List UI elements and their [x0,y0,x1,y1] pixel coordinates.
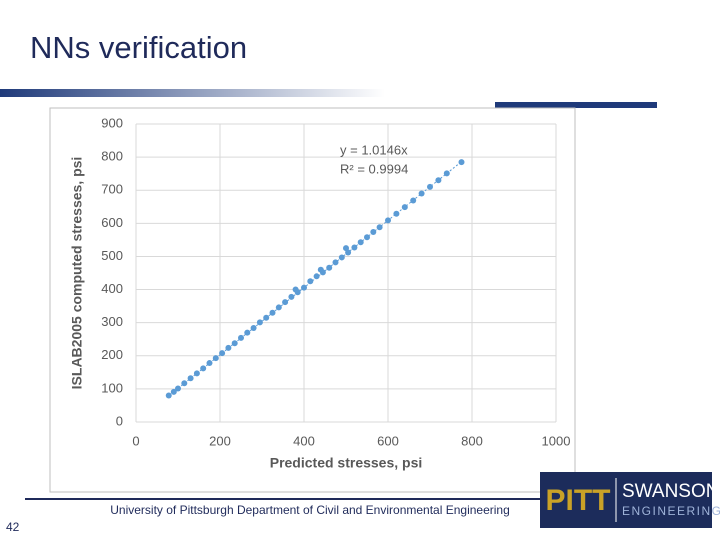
y-axis-title: ISLAB2005 computed stresses, psi [69,157,85,390]
footer-text: University of Pittsburgh Department of C… [110,503,510,517]
logo-top: SWANSON [622,481,719,502]
logo-box [540,472,712,528]
trendline-label: y = 1.0146x [340,142,408,157]
logo-left: PITT [546,484,611,517]
x-tick-label: 1000 [542,433,571,448]
x-tick-label: 0 [132,433,139,448]
y-tick-label: 800 [101,149,123,164]
r2-label: R² = 0.9994 [340,161,408,176]
point [313,273,320,280]
y-tick-label: 700 [101,182,123,197]
y-tick-label: 400 [101,281,123,296]
slide-title: NNs verification [30,30,247,65]
point [307,278,314,285]
y-tick-label: 100 [101,380,123,395]
trendline [168,161,462,397]
y-tick-label: 600 [101,215,123,230]
x-tick-label: 800 [461,433,483,448]
logo-bottom: ENGINEERING [622,504,720,518]
y-tick-label: 0 [116,413,123,428]
page-number: 42 [6,520,20,534]
x-tick-label: 600 [377,433,399,448]
point [458,159,465,166]
point [370,228,377,235]
y-tick-label: 200 [101,347,123,362]
y-tick-label: 900 [101,115,123,130]
point [288,293,295,300]
chart-frame [49,107,576,493]
x-axis-title: Predicted stresses, psi [270,455,423,471]
y-tick-label: 500 [101,248,123,263]
x-tick-label: 200 [209,433,231,448]
plot: 0 100 200 300 400 500 600 700 800 900 0 200 400 600 80… [69,115,571,470]
header-bar [0,89,385,97]
y-tick-label: 300 [101,314,123,329]
x-tick-label: 400 [293,433,315,448]
header-bar-right [495,102,657,108]
